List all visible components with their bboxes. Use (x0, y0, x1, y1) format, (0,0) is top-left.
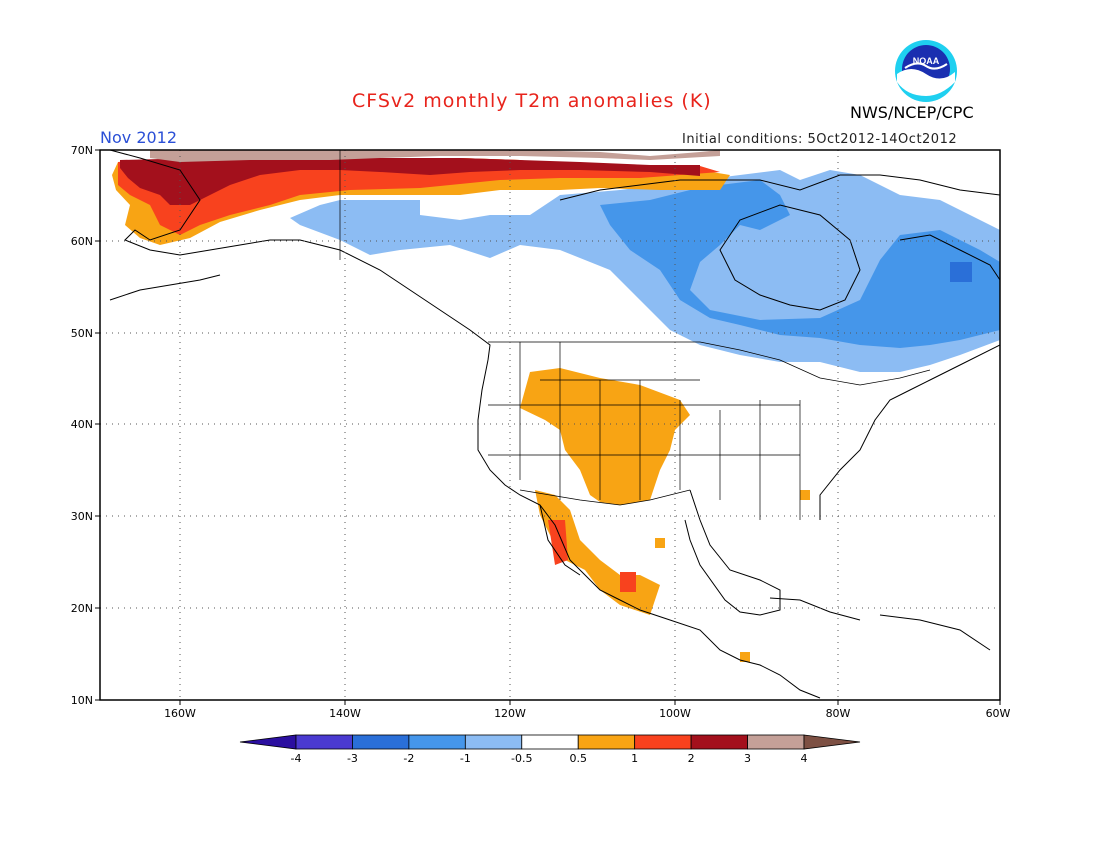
lon-label: 160W (164, 707, 196, 720)
anomaly-map: 70N 60N 50N 40N 30N 20N 10N 160W 140W 12… (71, 144, 1011, 720)
colorbar-bin (464, 734, 523, 750)
map-title: CFSv2 monthly T2m anomalies (K) (352, 90, 712, 112)
coastline-west-us (477, 359, 821, 699)
mexico-warm-red (548, 520, 568, 565)
colorbar-label: 2 (688, 752, 695, 765)
orange-speck-3 (655, 538, 665, 548)
colorbar-label: 3 (744, 752, 751, 765)
coastline-alaska (109, 150, 491, 361)
mexico-warm-red-2 (620, 572, 636, 592)
map-frame (99, 149, 1001, 701)
colorbar-bin (239, 734, 297, 750)
colorbar-label: -1 (460, 752, 471, 765)
lat-label: 60N (71, 235, 93, 248)
state-grid (488, 342, 801, 520)
lon-label: 80W (826, 707, 851, 720)
colorbar-bin (634, 734, 692, 750)
colorbar-bin (690, 734, 748, 750)
alaska-warm-red (118, 158, 720, 235)
lon-label: 120W (494, 707, 526, 720)
colorbar-bin (295, 734, 353, 750)
lon-label: 140W (329, 707, 361, 720)
logo-text: NOAA (913, 56, 940, 66)
lat-label: 20N (71, 602, 93, 615)
initial-conditions: Initial conditions: 5Oct2012-14Oct2012 (682, 132, 958, 147)
grid-lines (100, 150, 1000, 700)
valid-period: Nov 2012 (100, 128, 178, 147)
coastline-cuba (769, 597, 861, 621)
colorbar-bin (803, 734, 861, 750)
border-us-canada (488, 341, 931, 386)
coastline-east-us (819, 344, 1000, 520)
coastline-arctic (559, 174, 1000, 201)
lon-label: 60W (986, 707, 1011, 720)
lon-label: 100W (659, 707, 691, 720)
colorbar-bin (352, 734, 410, 750)
colorbar-label: -4 (291, 752, 302, 765)
colorbar-label: -3 (347, 752, 358, 765)
alaska-warm-darkred (120, 158, 700, 205)
coastline-hudson (719, 204, 861, 311)
lat-label: 50N (71, 327, 93, 340)
alaska-warm-brown (150, 150, 720, 162)
orange-speck-1 (740, 652, 750, 662)
lat-label: 10N (71, 694, 93, 707)
colorbar-label: -0.5 (511, 752, 532, 765)
lat-label: 40N (71, 418, 93, 431)
colorbar-label: 0.5 (569, 752, 587, 765)
colorbar-bin (577, 734, 636, 750)
canada-cold-blue-east (950, 262, 972, 282)
orange-speck-2 (800, 490, 810, 500)
noaa-logo: NOAA (895, 40, 957, 102)
lat-label: 70N (71, 144, 93, 157)
colorbar-bin (521, 734, 579, 750)
colorbar-label: 1 (631, 752, 638, 765)
colorbar-label: -2 (403, 752, 414, 765)
coastline-labrador (899, 234, 1000, 281)
coastline-gulf (684, 489, 781, 616)
colorbar-label: 4 (801, 752, 808, 765)
coastline-aleutians (109, 274, 221, 301)
colorbar-bin (747, 734, 805, 750)
organization-label: NWS/NCEP/CPC (850, 103, 974, 122)
coastline-caribbean (879, 614, 991, 651)
lat-label: 30N (71, 510, 93, 523)
colorbar-bin (408, 734, 466, 750)
canada-cold-blue (600, 180, 1000, 348)
coastline-baja (539, 504, 581, 576)
us-west-warm-orange (520, 368, 690, 505)
